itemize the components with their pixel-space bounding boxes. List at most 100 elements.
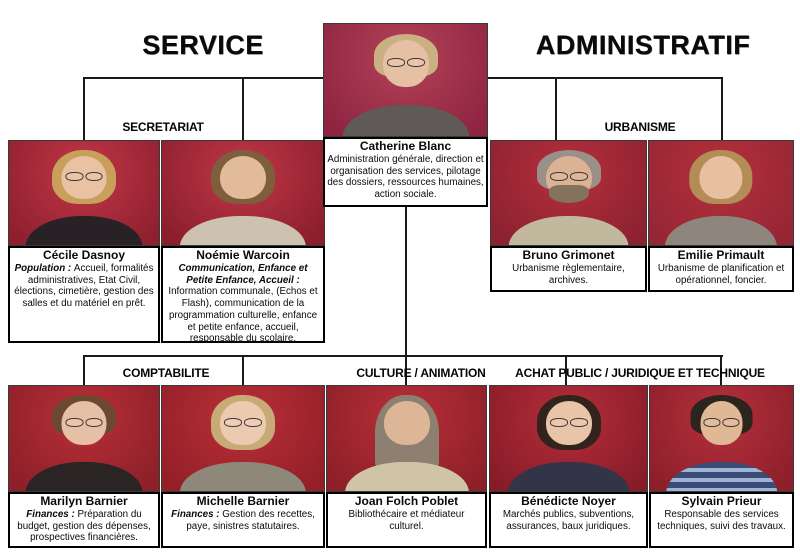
photo-marilyn-barnier (8, 385, 160, 492)
photo-michelle-barnier (161, 385, 325, 492)
glasses-lens (569, 172, 588, 182)
dept-label-achat-juridique: ACHAT PUBLIC / JURIDIQUE ET TECHNIQUE (515, 366, 765, 380)
connector-drop-sylvain (720, 355, 722, 387)
page-title-left: SERVICE (142, 30, 264, 60)
caption-cecile-dasnoy: Cécile Dasnoy Population : Accueil, form… (8, 246, 160, 343)
caption-sylvain-prieur: Sylvain Prieur Responsable des services … (649, 492, 794, 548)
glasses-icon (65, 172, 104, 182)
person-role: Urbanisme de planification et opérationn… (652, 263, 790, 287)
person-torso (179, 215, 307, 245)
person-role: Marchés publics, subventions, assurances… (493, 509, 644, 533)
person-role: Communication, Enfance et Petite Enfance… (165, 262, 321, 343)
person-face (383, 400, 430, 445)
glasses-lens (65, 172, 83, 182)
glasses-lens (85, 417, 103, 427)
connector-drop-bruno (555, 77, 557, 140)
person-role: Urbanisme règlementaire, archives. (494, 263, 643, 287)
photo-cecile-dasnoy (8, 140, 160, 246)
connector-bottom-horizontal (83, 355, 723, 357)
connector-drop-cecile (83, 77, 85, 140)
glasses-icon (223, 417, 263, 427)
person-name: Joan Folch Poblet (354, 494, 459, 508)
role-desc: Gestion des recettes, paye, sinistres st… (186, 508, 315, 532)
person-torso (344, 461, 469, 491)
person-name: Catherine Blanc (359, 139, 452, 153)
person-name: Michelle Barnier (196, 494, 290, 508)
person-name: Marilyn Barnier (40, 494, 128, 508)
connector-drop-michelle (242, 355, 244, 387)
glasses-lens (569, 417, 588, 427)
glasses-icon (549, 172, 589, 182)
glasses-lens (244, 417, 262, 427)
person-beard (548, 184, 589, 204)
caption-emilie-primault: Emilie Primault Urbanisme de planificati… (648, 246, 794, 292)
dept-label-culture-animation: CULTURE / ANIMATION (356, 366, 486, 380)
glasses-lens (549, 417, 568, 427)
person-name: Noémie Warcoin (196, 248, 290, 262)
connector-drop-benedicte (565, 355, 567, 387)
role-desc: Urbanisme règlementaire, archives. (512, 262, 625, 286)
person-torso (341, 104, 470, 136)
photo-catherine-blanc (323, 23, 488, 137)
person-role: Finances : Préparation du budget, gestio… (12, 509, 156, 544)
caption-michelle-barnier: Michelle Barnier Finances : Gestion des … (161, 492, 325, 548)
dept-label-secretariat: SECRETARIAT (122, 120, 204, 134)
person-torso (664, 215, 778, 245)
person-torso (665, 461, 778, 491)
photo-emilie-primault (648, 140, 794, 246)
caption-noemie-warcoin: Noémie Warcoin Communication, Enfance et… (161, 246, 325, 343)
glasses-lens (703, 417, 721, 427)
role-desc: Accueil, formalités administratives, Eta… (14, 262, 154, 310)
connector-drop-noemie (242, 77, 244, 140)
person-face (220, 155, 266, 200)
caption-marilyn-barnier: Marilyn Barnier Finances : Préparation d… (8, 492, 160, 548)
photo-joan-folch-poblet (326, 385, 487, 492)
person-role: Population : Accueil, formalités adminis… (12, 263, 156, 310)
person-role: Finances : Gestion des recettes, paye, s… (165, 509, 321, 533)
person-face (699, 155, 743, 200)
glasses-lens (406, 57, 425, 67)
role-desc: Administration générale, direction et or… (327, 153, 484, 201)
photo-benedicte-noyer (489, 385, 648, 492)
glasses-icon (65, 417, 104, 427)
glasses-lens (85, 172, 103, 182)
photo-bruno-grimonet (490, 140, 647, 246)
person-torso (179, 461, 307, 491)
role-desc: Responsable des services techniques, sui… (657, 508, 786, 532)
person-name: Sylvain Prieur (681, 494, 762, 508)
person-name: Emilie Primault (677, 248, 765, 262)
role-lead: Finances : (26, 508, 78, 520)
glasses-lens (722, 417, 740, 427)
glasses-lens (549, 172, 568, 182)
role-desc: Préparation du budget, gestion des dépen… (17, 508, 151, 544)
role-desc: Bibliothécaire et médiateur culturel. (348, 508, 465, 532)
role-desc: Marchés publics, subventions, assurances… (502, 508, 635, 532)
person-role: Responsable des services techniques, sui… (653, 509, 790, 533)
person-name: Cécile Dasnoy (42, 248, 126, 262)
connector-drop-joan (405, 355, 407, 387)
role-lead: Population : (14, 262, 74, 274)
person-role: Bibliothécaire et médiateur culturel. (330, 509, 483, 533)
person-torso (508, 215, 629, 245)
person-role: Administration générale, direction et or… (327, 154, 484, 201)
glasses-lens (386, 57, 405, 67)
glasses-icon (386, 57, 426, 67)
photo-noemie-warcoin (161, 140, 325, 246)
role-lead: Finances : (171, 508, 223, 520)
role-lead: Communication, Enfance et Petite Enfance… (178, 262, 308, 286)
caption-benedicte-noyer: Bénédicte Noyer Marchés publics, subvent… (489, 492, 648, 548)
person-torso (507, 461, 630, 491)
caption-joan-folch-poblet: Joan Folch Poblet Bibliothécaire et médi… (326, 492, 487, 548)
role-desc: Information communale, (Echos et Flash),… (168, 286, 318, 343)
connector-drop-marilyn (83, 355, 85, 387)
dept-label-comptabilite: COMPTABILITE (122, 366, 210, 380)
person-name: Bénédicte Noyer (521, 494, 616, 508)
dept-label-urbanisme: URBANISME (604, 120, 676, 134)
person-name: Bruno Grimonet (522, 248, 615, 262)
person-torso (25, 215, 143, 245)
glasses-icon (549, 417, 589, 427)
role-desc: Urbanisme de planification et opérationn… (657, 262, 785, 286)
page-title-right: ADMINISTRATIF (535, 30, 751, 60)
connector-center-vertical (405, 206, 407, 357)
